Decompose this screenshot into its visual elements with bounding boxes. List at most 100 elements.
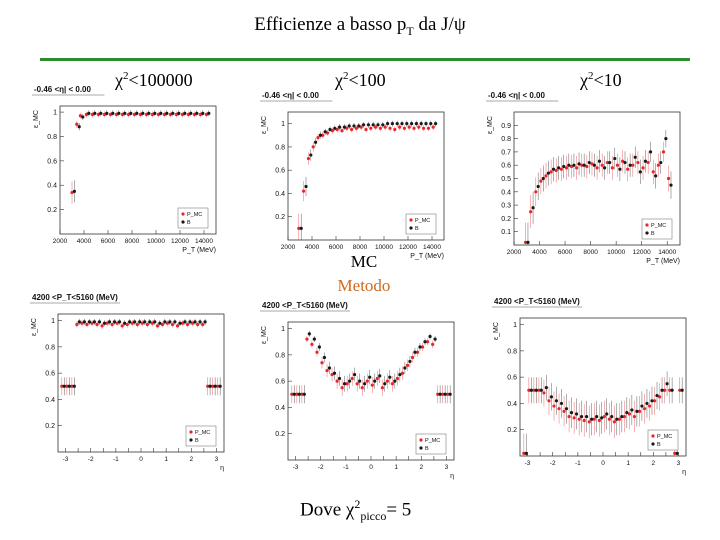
data-point [549,170,553,174]
data-point [592,163,596,167]
chart-eta-chi2-10: 4200 <P_T<5160 (MeV) ε_MC 0.2 0.4 0.6 0.8 1 -3 -… [492,297,687,476]
data-point [186,112,190,117]
y-tick-label: 0.8 [47,134,57,141]
data-point [378,126,382,130]
data-point [661,150,666,154]
data-point [595,166,599,170]
data-point [93,111,97,115]
x-axis-label: η [450,473,454,480]
data-point [117,111,121,115]
y-tick-label: 0.1 [501,229,511,236]
data-point [388,126,392,130]
data-point [120,112,124,117]
x-tick-label: 0 [139,456,143,463]
data-point [350,376,354,381]
data-point [133,320,137,324]
legend-entry: P_MC [425,438,440,444]
data-point [332,371,337,375]
data-point [572,163,576,167]
data-point [208,384,212,388]
data-point [311,145,315,149]
x-tick-label: 6000 [558,249,573,256]
legend-metodo-label: Metodo [337,276,391,295]
data-point [567,414,571,419]
data-point [204,112,208,117]
data-point [310,342,314,346]
data-point [147,111,151,115]
data-point [633,155,637,159]
data-point [87,320,91,324]
x-tick-label: 4000 [305,244,320,251]
data-point [328,127,332,132]
data-point [153,320,157,324]
x-tick-label: 3 [445,464,449,471]
data-point [135,111,139,115]
data-point [138,112,142,117]
data-point [338,125,342,129]
y-axis-label: ε_MC [487,116,494,134]
y-axis-label: ε_MC [261,116,268,134]
data-point [597,418,601,423]
data-point [95,322,99,327]
y-tick-label: 0.6 [275,168,285,175]
data-point [125,322,129,327]
data-point [201,111,205,115]
data-point [534,388,538,392]
y-tick-label: 1 [281,121,285,128]
x-tick-label: -3 [63,456,69,463]
data-point [320,361,324,365]
data-point [195,111,199,115]
x-tick-label: 12000 [633,249,651,256]
x-tick-label: -2 [88,456,94,463]
legend-box [405,213,437,235]
data-point [627,412,632,416]
data-point [410,122,414,126]
data-point [665,382,669,386]
data-point [100,324,104,328]
data-point [117,320,122,324]
data-point [130,321,134,325]
x-tick-label: 4000 [77,238,92,245]
data-point [640,404,644,408]
data-point [370,383,374,387]
data-point [322,355,327,360]
data-point [165,321,170,325]
legend-marker [645,231,649,235]
data-point [569,164,574,169]
data-point [309,153,313,157]
y-tick-label: 0.2 [47,207,57,214]
data-point [602,166,607,170]
data-point [325,369,329,373]
data-point [567,163,571,167]
y-tick-label: 0.2 [45,423,55,430]
data-point [539,179,543,183]
data-point [527,388,531,392]
x-axis-label: P_T (MeV) [646,258,680,265]
data-point [621,159,625,163]
data-point [177,111,181,115]
data-point [647,404,652,408]
data-point [107,320,112,324]
y-tick-label: 0.6 [501,163,511,170]
legend-marker [189,438,193,442]
data-point [75,322,79,327]
data-point [637,409,642,413]
data-point [590,162,594,166]
data-point [607,417,611,421]
data-point [302,392,306,396]
x-tick-label: 2 [419,464,423,471]
data-point [84,112,88,117]
data-point [307,332,311,336]
x-tick-label: 6000 [329,244,344,251]
data-point [569,411,574,415]
data-point [418,345,422,349]
series-P_MC [290,335,450,404]
data-point [405,363,410,367]
data-point [544,386,548,390]
y-tick-label: 1 [513,322,517,329]
legend-box [647,429,679,451]
data-point [529,388,533,392]
data-point [587,160,591,165]
series-B [72,110,211,203]
series-B [526,129,673,245]
